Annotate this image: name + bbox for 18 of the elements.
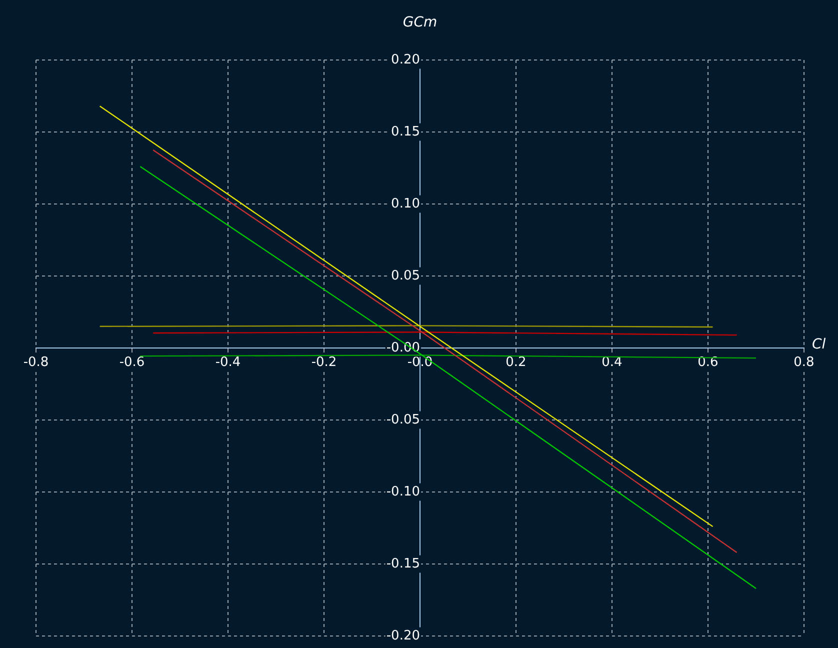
x-tick-label: 0.6 (698, 355, 718, 370)
y-tick-label: -0.15 (386, 556, 420, 572)
y-tick-label: -0.20 (386, 628, 420, 644)
x-tick-label: 0.2 (506, 355, 526, 370)
x-tick-label: -0.4 (215, 355, 241, 370)
y-tick-label: -0.05 (386, 412, 420, 428)
x-tick-label: -0.6 (119, 355, 145, 370)
y-tick-label: -0.10 (386, 484, 420, 500)
y-axis-title: GCm (402, 14, 438, 31)
y-tick-label: 0.15 (391, 124, 420, 140)
y-tick-label: 0.10 (391, 196, 420, 212)
x-tick-label: -0.2 (311, 355, 337, 370)
x-tick-label: 0.8 (794, 355, 814, 370)
x-tick-label: 0.4 (602, 355, 622, 370)
y-tick-label: 0.05 (391, 268, 420, 284)
y-tick-label: 0.20 (391, 52, 420, 68)
x-tick-label: -0.8 (23, 355, 49, 370)
x-axis-title: Cl (812, 336, 826, 353)
